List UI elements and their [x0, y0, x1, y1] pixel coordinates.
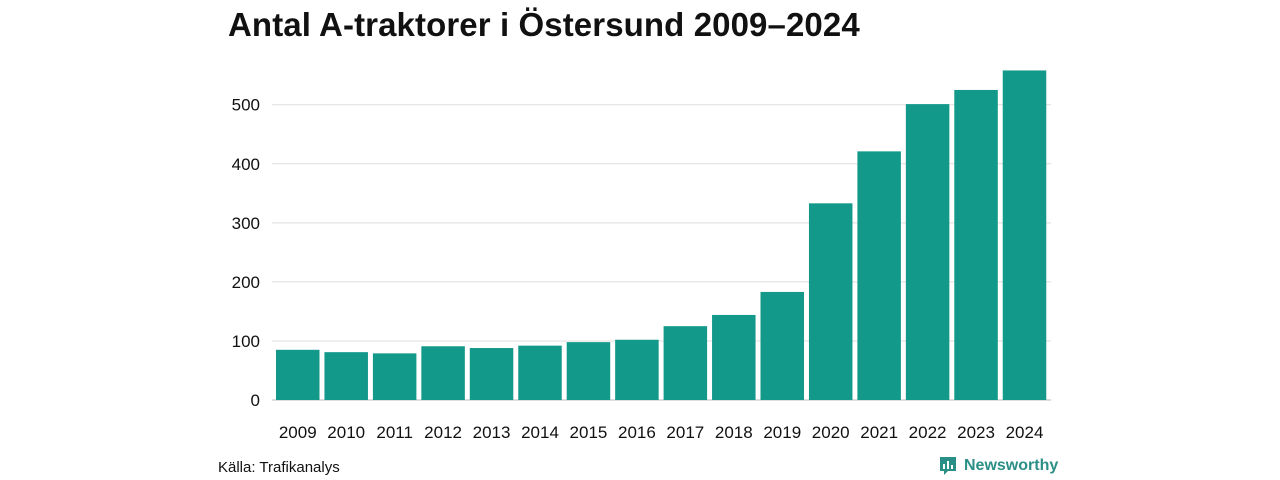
- x-tick-label: 2010: [327, 423, 365, 442]
- bar-2022[interactable]: [905, 104, 950, 400]
- x-tick-label: 2015: [570, 423, 608, 442]
- x-tick-label: 2012: [424, 423, 462, 442]
- y-tick-label: 400: [232, 155, 260, 174]
- chart-title: Antal A-traktorer i Östersund 2009–2024: [228, 6, 860, 43]
- x-tick-label: 2014: [521, 423, 559, 442]
- bar-2019[interactable]: [760, 291, 805, 400]
- bar-2011[interactable]: [372, 353, 417, 400]
- x-tick-label: 2013: [473, 423, 511, 442]
- bar-2010[interactable]: [324, 352, 368, 400]
- x-tick-label: 2016: [618, 423, 656, 442]
- bar-2015[interactable]: [566, 342, 611, 400]
- x-tick-label: 2011: [376, 423, 413, 442]
- newsworthy-logo[interactable]: Newsworthy: [938, 456, 1058, 476]
- bar-2012[interactable]: [421, 346, 465, 400]
- x-tick-label: 2023: [957, 423, 995, 442]
- bar-2024[interactable]: [1002, 70, 1047, 401]
- y-tick-label: 300: [232, 214, 260, 233]
- source-note: Källa: Trafikanalys: [218, 459, 340, 476]
- bar-2014[interactable]: [518, 345, 562, 400]
- bar-2023[interactable]: [954, 89, 998, 400]
- x-tick-label: 2021: [860, 423, 898, 442]
- x-tick-label: 2020: [812, 423, 850, 442]
- y-tick-label: 500: [232, 96, 260, 115]
- x-tick-label: 2009: [279, 423, 317, 442]
- x-axis-labels: 2009 2010 2011 2012 2013 2014 2015 2016 2017 2018…: [279, 423, 1044, 442]
- x-tick-label: 2024: [1006, 423, 1044, 442]
- x-tick-label: 2019: [763, 423, 801, 442]
- newsworthy-icon: [940, 457, 956, 475]
- bar-2020[interactable]: [808, 203, 853, 400]
- bar-2016[interactable]: [615, 339, 659, 400]
- y-axis-labels: 0 100 200 300 400 500: [232, 96, 260, 410]
- bar-2017[interactable]: [663, 326, 708, 400]
- brand-name: Newsworthy: [964, 457, 1059, 474]
- bars: [276, 70, 1047, 401]
- y-tick-label: 200: [232, 273, 260, 292]
- x-tick-label: 2018: [715, 423, 753, 442]
- x-tick-label: 2017: [666, 423, 704, 442]
- bar-2018[interactable]: [712, 314, 756, 400]
- bar-2013[interactable]: [469, 348, 514, 400]
- bar-2009[interactable]: [276, 349, 320, 400]
- bar-2021[interactable]: [857, 151, 901, 400]
- y-tick-label: 100: [232, 332, 260, 351]
- y-tick-label: 0: [251, 391, 260, 410]
- x-tick-label: 2022: [909, 423, 947, 442]
